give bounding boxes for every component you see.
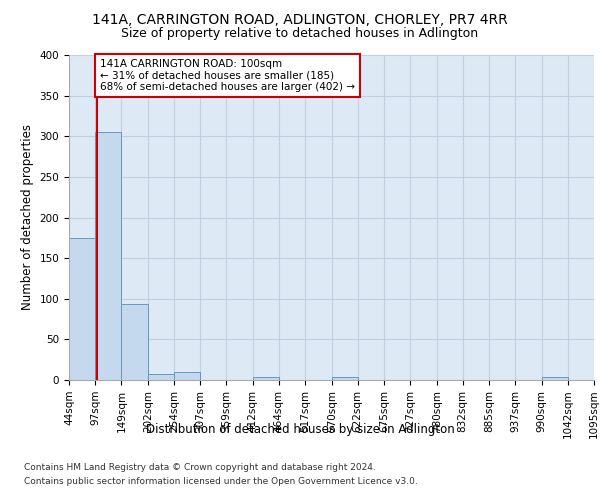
Text: 141A CARRINGTON ROAD: 100sqm
← 31% of detached houses are smaller (185)
68% of s: 141A CARRINGTON ROAD: 100sqm ← 31% of de… xyxy=(100,59,355,92)
Bar xyxy=(253,377,279,380)
Text: 141A, CARRINGTON ROAD, ADLINGTON, CHORLEY, PR7 4RR: 141A, CARRINGTON ROAD, ADLINGTON, CHORLE… xyxy=(92,12,508,26)
Text: Contains public sector information licensed under the Open Government Licence v3: Contains public sector information licen… xyxy=(24,478,418,486)
Bar xyxy=(148,374,174,380)
Bar xyxy=(69,238,95,380)
Bar xyxy=(95,132,121,380)
Bar xyxy=(174,372,200,380)
Bar xyxy=(332,377,358,380)
Text: Contains HM Land Registry data © Crown copyright and database right 2024.: Contains HM Land Registry data © Crown c… xyxy=(24,462,376,471)
Bar xyxy=(121,304,148,380)
Text: Size of property relative to detached houses in Adlington: Size of property relative to detached ho… xyxy=(121,28,479,40)
Text: Distribution of detached houses by size in Adlington: Distribution of detached houses by size … xyxy=(146,422,454,436)
Bar xyxy=(542,377,568,380)
Y-axis label: Number of detached properties: Number of detached properties xyxy=(21,124,34,310)
